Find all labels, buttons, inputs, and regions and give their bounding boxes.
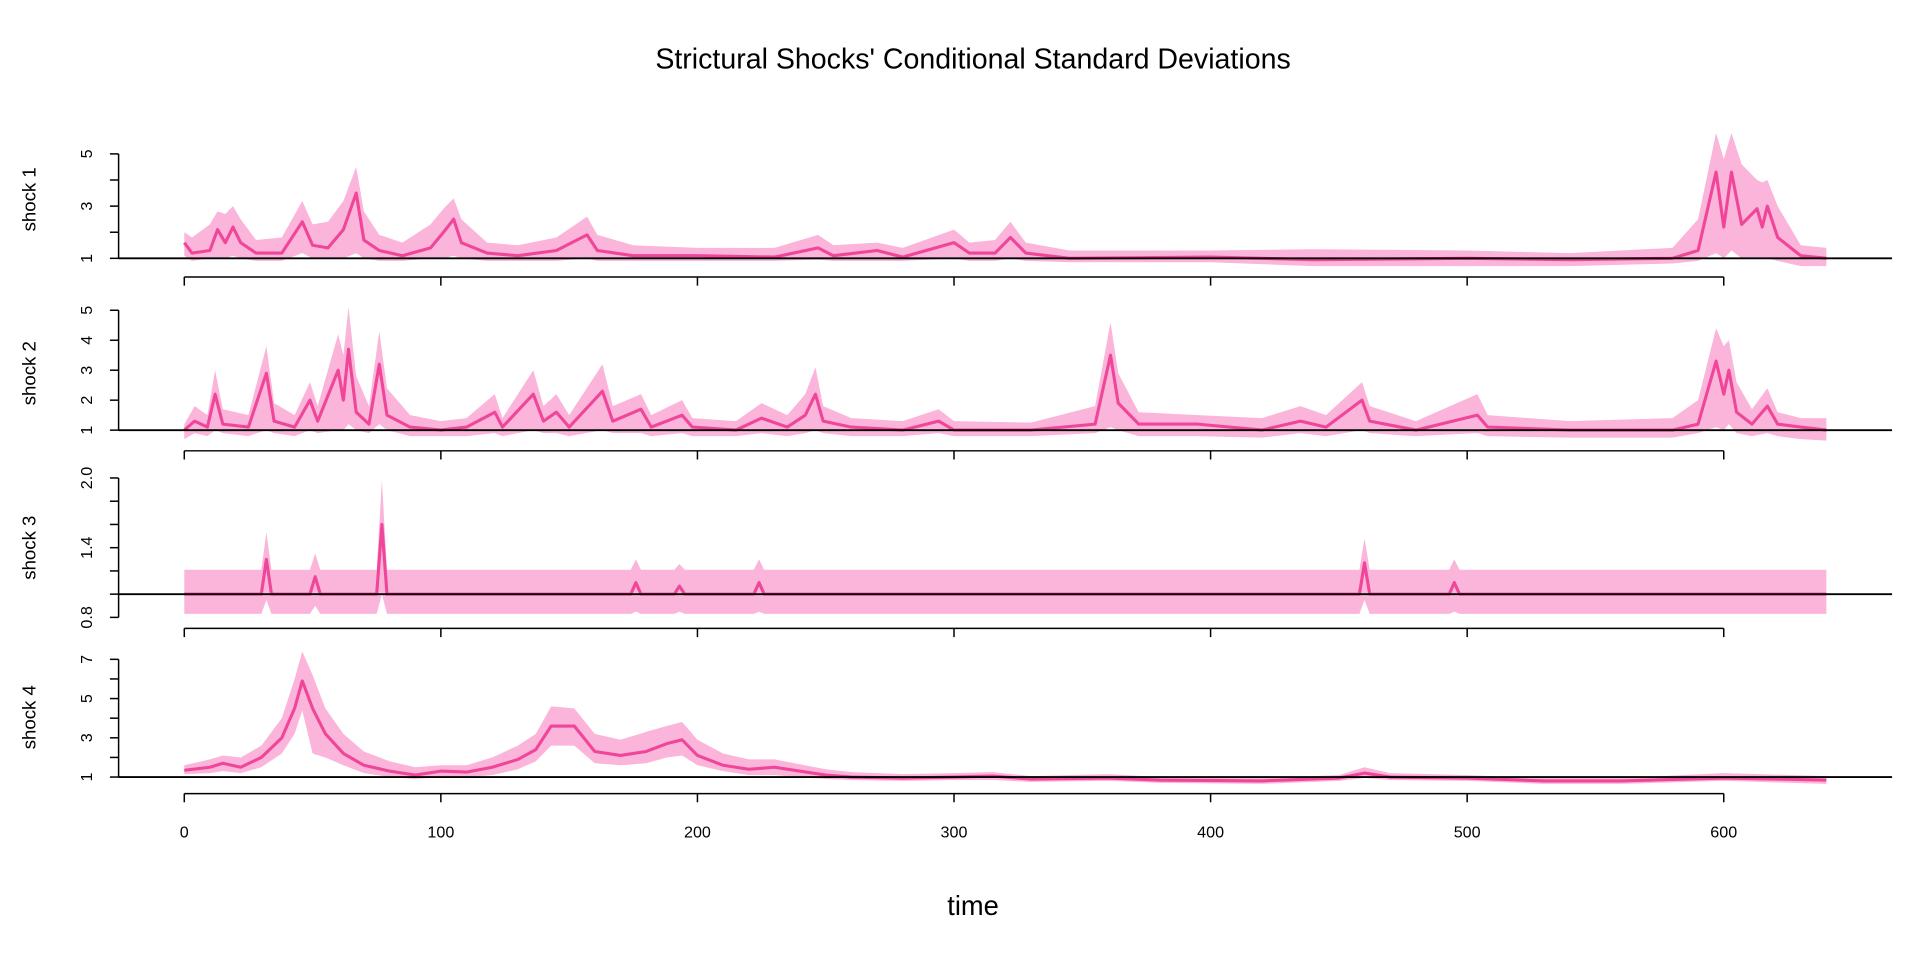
- x-tick-label: 600: [1710, 824, 1737, 842]
- y-tick-label: 1: [78, 254, 96, 263]
- x-tick-label: 100: [427, 824, 454, 842]
- y-tick-label: 7: [78, 655, 96, 664]
- y-tick-label: 1.4: [78, 536, 96, 558]
- confidence-band: [184, 480, 1827, 614]
- y-axis-label: shock 1: [18, 167, 39, 231]
- y-tick-label: 3: [78, 202, 96, 211]
- x-axis-label: time: [947, 890, 999, 921]
- y-tick-label: 5: [78, 694, 96, 703]
- y-tick-label: 3: [78, 733, 96, 742]
- y-tick-label: 3: [78, 366, 96, 375]
- y-tick-label: 2: [78, 396, 96, 405]
- y-tick-label: 5: [78, 149, 96, 158]
- y-tick-label: 2.0: [78, 467, 96, 489]
- confidence-band: [184, 307, 1827, 441]
- x-tick-label: 200: [684, 824, 711, 842]
- x-tick-label: 0: [180, 824, 189, 842]
- y-tick-label: 1: [78, 426, 96, 435]
- y-tick-label: 0.8: [78, 606, 96, 628]
- x-tick-label: 300: [941, 824, 968, 842]
- confidence-band: [184, 133, 1827, 267]
- y-axis-label: shock 3: [18, 516, 39, 580]
- x-tick-label: 400: [1197, 824, 1224, 842]
- median-line: [184, 679, 1827, 783]
- median-line: [183, 170, 1827, 262]
- y-axis-label: shock 2: [18, 341, 39, 405]
- y-tick-label: 4: [78, 336, 96, 345]
- chart-title: Strictural Shocks' Conditional Standard …: [655, 43, 1290, 75]
- y-axis-label: shock 4: [18, 685, 39, 749]
- y-tick-label: 1: [78, 773, 96, 782]
- x-tick-label: 500: [1454, 824, 1481, 842]
- y-tick-label: 5: [78, 306, 96, 315]
- median-line: [183, 347, 1827, 432]
